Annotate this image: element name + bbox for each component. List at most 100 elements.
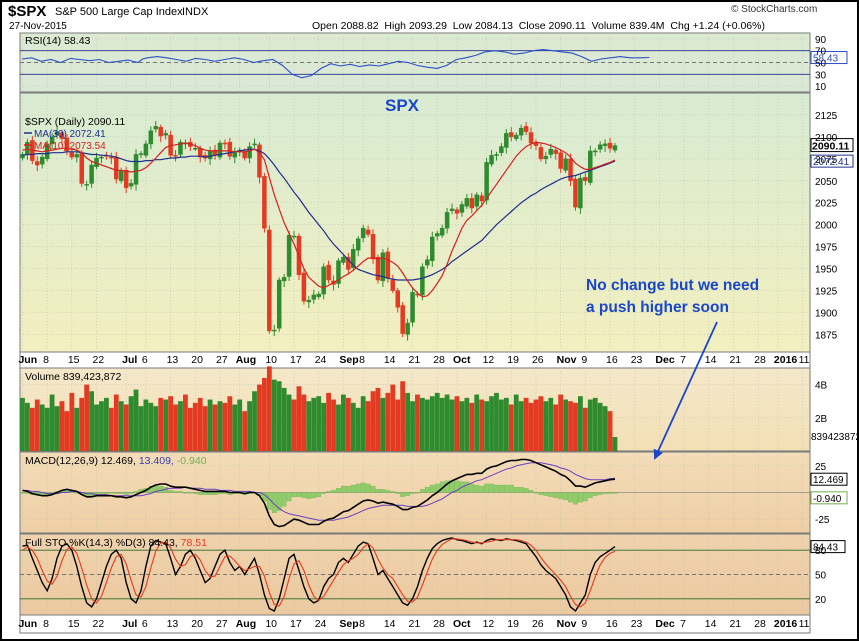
macd-histogram-bar bbox=[568, 492, 573, 503]
volume-bar bbox=[429, 396, 435, 451]
volume-bar bbox=[123, 404, 129, 451]
x-tick-label: 19 bbox=[507, 354, 519, 366]
macd-histogram-bar bbox=[286, 492, 292, 502]
sto-tag-box bbox=[810, 540, 846, 554]
macd-legend-macd-value: 12.469, bbox=[101, 455, 139, 467]
candle-body bbox=[306, 299, 312, 303]
macd-histogram-bar bbox=[123, 492, 129, 495]
x-tick-label: 15 bbox=[68, 618, 80, 630]
candle-body bbox=[563, 158, 568, 171]
macd-histogram-bar bbox=[217, 492, 223, 494]
x-tick-label: Jun bbox=[18, 618, 37, 630]
volume-bar bbox=[113, 394, 119, 451]
candle-body bbox=[405, 322, 410, 335]
volume-bar bbox=[39, 404, 45, 451]
x-axis-strip-bottom bbox=[19, 614, 811, 634]
macd-histogram-bar bbox=[494, 484, 499, 493]
macd-histogram-bar bbox=[390, 491, 396, 493]
candle-body bbox=[193, 148, 198, 150]
macd-histogram-bar bbox=[271, 492, 277, 513]
macd-line bbox=[22, 458, 616, 528]
exchange: INDX bbox=[182, 6, 209, 18]
macd-histogram-bar bbox=[178, 491, 183, 493]
candle-body bbox=[138, 153, 144, 155]
x-tick-label: Jun bbox=[18, 354, 37, 366]
candle-body bbox=[420, 266, 425, 296]
volume-bar bbox=[173, 404, 178, 451]
volume-bar bbox=[89, 391, 94, 451]
rsi-y-tick-label: 30 bbox=[815, 70, 827, 81]
volume-bar bbox=[247, 401, 252, 451]
volume-bar bbox=[582, 407, 588, 451]
macd-histogram-bar bbox=[533, 492, 539, 494]
candle-body bbox=[553, 149, 558, 154]
candle-body bbox=[291, 235, 297, 238]
candle-body bbox=[434, 233, 440, 237]
macd-histogram-bar bbox=[523, 488, 529, 493]
sto-legend: Full STO %K(14,3) %D(3) 84.43, 78.51 bbox=[25, 537, 207, 549]
macd-histogram-bar bbox=[276, 492, 282, 511]
macd-histogram-bar bbox=[296, 492, 302, 497]
macd-histogram-bar bbox=[370, 485, 376, 493]
volume-bar bbox=[128, 396, 134, 451]
volume-bar bbox=[296, 386, 302, 451]
volume-bar bbox=[607, 411, 613, 451]
macd-histogram-bar bbox=[548, 492, 554, 497]
candle-body bbox=[25, 141, 30, 155]
x-tick-label: 6 bbox=[142, 354, 148, 366]
macd-histogram-bar bbox=[479, 485, 485, 493]
macd-hist-tag: -0.940 bbox=[813, 494, 842, 505]
macd-histogram-bar bbox=[484, 483, 489, 493]
volume-bar bbox=[271, 379, 277, 451]
x-tick-label: Dec bbox=[655, 354, 674, 366]
candle-body bbox=[163, 133, 168, 136]
candle-body bbox=[484, 162, 489, 201]
volume-bar bbox=[262, 377, 267, 451]
candle-body bbox=[346, 256, 351, 270]
candle-body bbox=[469, 198, 475, 209]
volume-bar bbox=[360, 396, 366, 451]
price-y-tick-label: 2025 bbox=[815, 199, 838, 210]
volume-bar bbox=[573, 402, 578, 451]
volume-bar bbox=[568, 401, 573, 451]
macd-histogram-bar bbox=[341, 485, 346, 493]
macd-histogram-bar bbox=[400, 492, 406, 497]
macd-histogram-bar bbox=[212, 492, 218, 495]
candle-body bbox=[523, 126, 529, 132]
x-tick-label: 13 bbox=[167, 354, 179, 366]
x-tick-label: Aug bbox=[236, 618, 256, 630]
volume-bar bbox=[464, 397, 470, 451]
annotation-arrow bbox=[653, 321, 718, 460]
ma30-legend: MA(30) 2072.41 bbox=[34, 129, 106, 140]
x-tick-label: 14 bbox=[705, 618, 717, 630]
candle-body bbox=[316, 293, 321, 297]
macd-histogram-bar bbox=[410, 492, 415, 494]
candle-body bbox=[518, 127, 524, 136]
candle-body bbox=[281, 277, 287, 282]
x-tick-label: 22 bbox=[93, 354, 105, 366]
macd-histogram-bar bbox=[336, 488, 341, 493]
volume-bar bbox=[454, 396, 460, 451]
volume-bar bbox=[257, 384, 262, 451]
candle-body bbox=[513, 134, 519, 139]
macd-histogram-bar bbox=[469, 483, 475, 493]
macd-histogram-bar bbox=[499, 484, 504, 493]
price-y-tick-label: 1950 bbox=[815, 265, 838, 276]
candle-body bbox=[430, 236, 435, 261]
candle-body bbox=[267, 229, 272, 332]
x-tick-label: 24 bbox=[315, 618, 327, 630]
candle-body bbox=[74, 154, 80, 158]
macd-histogram-bar bbox=[612, 492, 618, 494]
macd-histogram-bar bbox=[415, 492, 420, 494]
x-tick-label: 27 bbox=[216, 354, 228, 366]
candle-body bbox=[494, 154, 499, 156]
x-tick-label: 13 bbox=[167, 618, 179, 630]
candle-body bbox=[464, 198, 470, 207]
volume-bar bbox=[79, 397, 85, 451]
volume-bar bbox=[168, 396, 173, 451]
macd-histogram-bar bbox=[429, 484, 435, 493]
volume-bar bbox=[341, 394, 346, 451]
volume-bar bbox=[207, 399, 213, 451]
candle-body bbox=[123, 170, 129, 189]
